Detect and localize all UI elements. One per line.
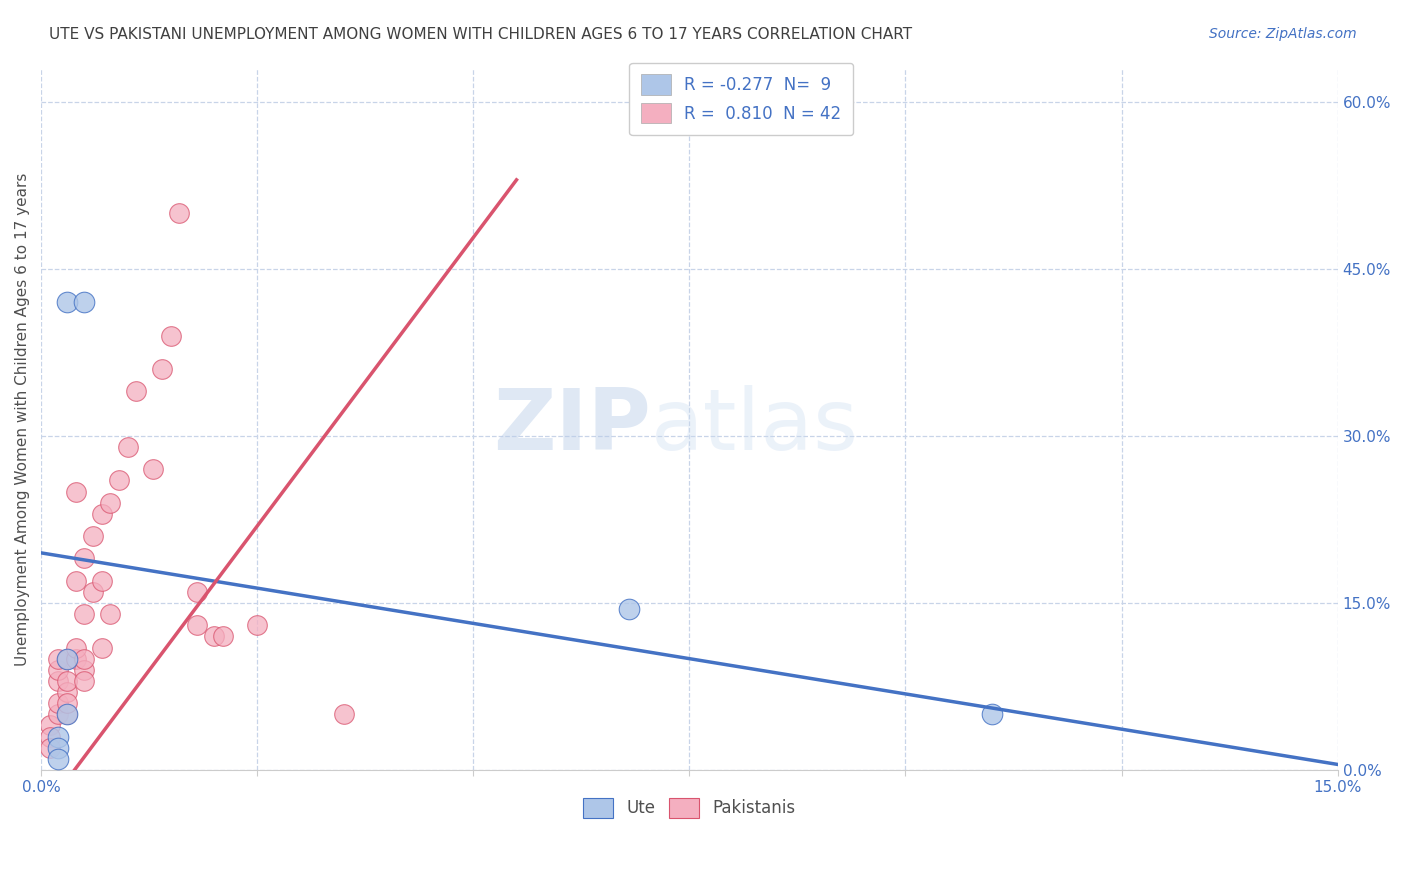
Point: [56, 295, 79, 310]
Point: [73, 673, 96, 688]
Point: [56, 673, 79, 688]
Text: Source: ZipAtlas.com: Source: ZipAtlas.com: [1209, 27, 1357, 41]
Point: [82, 585, 104, 599]
Point: [73, 651, 96, 665]
Text: ZIP: ZIP: [492, 384, 651, 467]
Point: [48, 730, 70, 744]
Point: [48, 651, 70, 665]
Point: [48, 663, 70, 677]
Point: [65, 574, 87, 588]
Point: [186, 585, 208, 599]
Point: [56, 651, 79, 665]
Point: [980, 707, 1002, 722]
Point: [169, 206, 191, 220]
Text: atlas: atlas: [651, 384, 859, 467]
Point: [159, 328, 181, 343]
Point: [98, 607, 121, 621]
Point: [73, 295, 96, 310]
Point: [56, 707, 79, 722]
Point: [73, 607, 96, 621]
Point: [617, 601, 640, 615]
Point: [65, 484, 87, 499]
Point: [56, 685, 79, 699]
Point: [38, 730, 60, 744]
Point: [202, 629, 225, 643]
Point: [73, 551, 96, 566]
Point: [125, 384, 148, 399]
Point: [246, 618, 269, 632]
Legend: Ute, Pakistanis: Ute, Pakistanis: [576, 791, 801, 825]
Text: UTE VS PAKISTANI UNEMPLOYMENT AMONG WOMEN WITH CHILDREN AGES 6 TO 17 YEARS CORRE: UTE VS PAKISTANI UNEMPLOYMENT AMONG WOME…: [49, 27, 912, 42]
Point: [38, 718, 60, 732]
Point: [48, 740, 70, 755]
Point: [150, 362, 173, 376]
Point: [332, 707, 354, 722]
Point: [48, 673, 70, 688]
Point: [65, 640, 87, 655]
Point: [73, 663, 96, 677]
Y-axis label: Unemployment Among Women with Children Ages 6 to 17 years: Unemployment Among Women with Children A…: [15, 172, 30, 666]
Point: [142, 462, 165, 476]
Point: [65, 651, 87, 665]
Point: [90, 640, 112, 655]
Point: [48, 707, 70, 722]
Point: [90, 574, 112, 588]
Point: [82, 529, 104, 543]
Point: [90, 507, 112, 521]
Point: [56, 651, 79, 665]
Point: [56, 696, 79, 710]
Point: [98, 496, 121, 510]
Point: [108, 474, 131, 488]
Point: [38, 740, 60, 755]
Point: [48, 696, 70, 710]
Point: [117, 440, 139, 454]
Point: [211, 629, 233, 643]
Point: [186, 618, 208, 632]
Point: [48, 752, 70, 766]
Point: [56, 707, 79, 722]
